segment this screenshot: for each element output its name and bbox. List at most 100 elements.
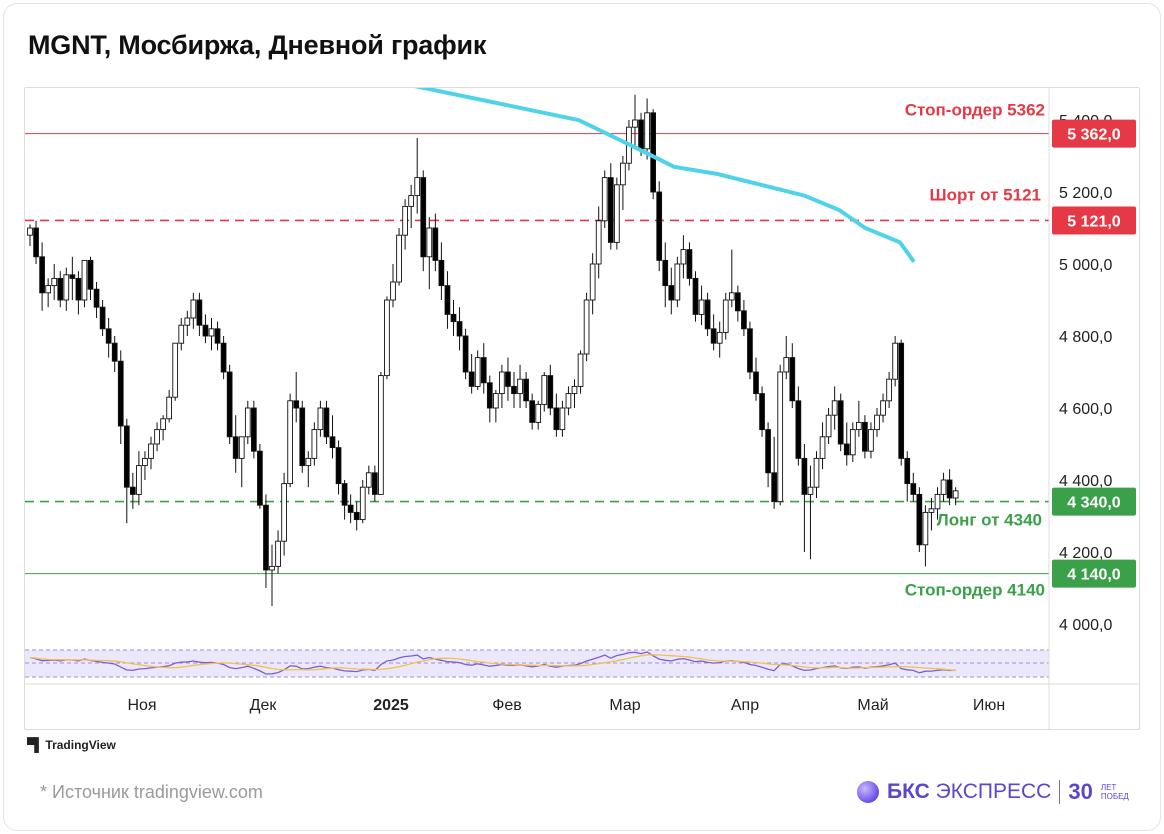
candle-body	[904, 457, 911, 485]
brand-age-text: ЛЕТ ПОБЕД	[1100, 783, 1129, 801]
candle-body	[777, 371, 784, 503]
candle-body	[765, 429, 771, 474]
candle-body	[111, 342, 118, 362]
candle-body	[486, 382, 493, 409]
candle-body	[656, 191, 663, 261]
candle-body	[390, 281, 396, 301]
candle-body	[511, 385, 517, 395]
candle-body	[420, 177, 427, 258]
candle-body	[281, 483, 287, 542]
candle-body	[142, 457, 148, 467]
candle-body	[396, 234, 402, 283]
candle-body	[317, 407, 324, 431]
y-tick-label: 4 200,0	[1059, 545, 1112, 562]
candle-body	[922, 511, 929, 546]
indicator-line	[29, 651, 956, 675]
candle-body	[51, 277, 58, 287]
candle-body	[535, 403, 542, 423]
candle-body	[462, 335, 469, 373]
candle-body	[916, 493, 923, 546]
candle-body	[75, 277, 82, 301]
candle-body	[614, 184, 620, 243]
candle-body	[93, 288, 100, 308]
candle-body	[856, 421, 862, 431]
y-tick-label: 4 000,0	[1059, 617, 1112, 634]
candle-body	[952, 490, 959, 499]
level-price-tag-text: 5 121,0	[1067, 213, 1120, 230]
candle-body	[632, 119, 638, 128]
moving-average-line	[368, 74, 915, 263]
brand-ball-icon	[857, 781, 879, 803]
candle-body	[293, 400, 300, 409]
candle-body	[892, 342, 899, 380]
candle-body	[795, 400, 802, 459]
x-tick-label: Май	[857, 697, 888, 714]
candle-body	[359, 486, 366, 521]
level-label: Лонг от 4340	[937, 511, 1042, 530]
candle-body	[311, 429, 318, 459]
candle-body	[553, 407, 560, 431]
level-price-tag-text: 4 140,0	[1067, 567, 1120, 584]
candle-body	[862, 421, 868, 452]
candle-body	[105, 328, 112, 344]
candle-body	[716, 331, 723, 344]
candle-body	[783, 357, 790, 373]
candle-body	[480, 357, 487, 384]
candle-body	[662, 259, 669, 287]
candle-body	[323, 407, 330, 438]
candle-body	[517, 378, 523, 395]
candle-body	[99, 306, 106, 330]
candle-body	[704, 299, 711, 330]
candle-body	[438, 259, 445, 287]
candle-body	[468, 371, 475, 387]
chart-svg[interactable]: Стоп-ордер 5362 Шорт от 5121 Лонг от 4340 С…	[25, 74, 1139, 729]
chart-panel[interactable]: Стоп-ордер 5362 Шорт от 5121 Лонг от 4340 С…	[24, 74, 1140, 730]
candle-body	[402, 205, 408, 236]
candle-body	[196, 299, 203, 326]
candle-body	[928, 508, 935, 513]
candle-body	[807, 486, 814, 495]
candle-body	[547, 375, 554, 409]
candle-body	[595, 220, 602, 265]
tradingview-icon: ▀▌	[27, 737, 43, 752]
candle-body	[601, 177, 608, 222]
candle-body	[39, 256, 45, 294]
candle-body	[214, 328, 221, 344]
candle-body	[880, 400, 886, 416]
time-axis: Ноя Дек 2025 Фев Мар Апр Май Июн	[127, 697, 1005, 714]
card	[3, 3, 1161, 831]
candle-body	[638, 119, 644, 150]
candle-body	[819, 436, 826, 459]
tradingview-logo[interactable]: ▀▌ TradingView	[27, 737, 116, 752]
candles	[27, 94, 959, 606]
candle-body	[365, 472, 372, 488]
candle-body	[571, 385, 578, 395]
candle-body	[541, 375, 548, 405]
candle-body	[238, 436, 245, 459]
candle-body	[275, 540, 281, 567]
candle-body	[674, 263, 681, 301]
candle-body	[408, 195, 415, 207]
candle-body	[934, 493, 941, 510]
candle-body	[753, 371, 759, 395]
candle-body	[650, 112, 657, 193]
candle-body	[686, 249, 693, 279]
candle-body	[33, 227, 39, 258]
y-tick-label: 4 800,0	[1059, 329, 1112, 346]
candle-body	[220, 342, 227, 373]
candle-body	[347, 504, 354, 513]
candle-body	[644, 112, 650, 150]
x-tick-label: Дек	[250, 697, 278, 714]
candle-body	[499, 371, 505, 395]
brand-logo[interactable]: БКС ЭКСПРЕСС 30 ЛЕТ ПОБЕД	[857, 776, 1129, 808]
level-price-tag-text: 5 362,0	[1067, 127, 1120, 144]
candle-body	[190, 299, 197, 319]
candle-body	[432, 227, 439, 261]
candle-body	[208, 328, 215, 337]
candle-body	[87, 259, 94, 290]
candle-body	[607, 177, 614, 243]
candle-body	[589, 263, 596, 301]
candle-body	[136, 465, 142, 495]
candle-body	[329, 436, 336, 449]
candle-body	[874, 414, 880, 431]
